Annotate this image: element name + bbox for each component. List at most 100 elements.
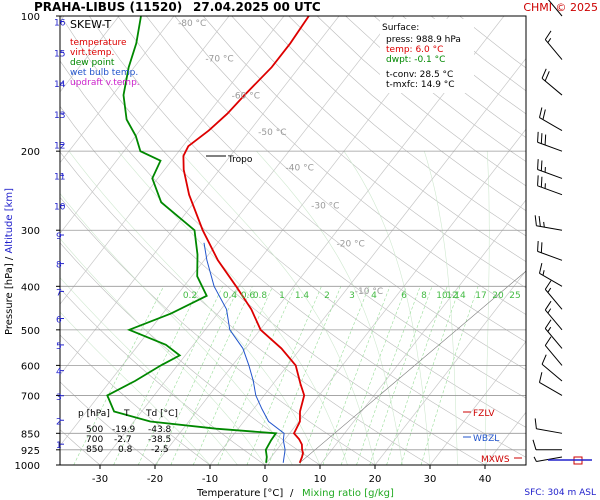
surface-tmxfc: t-mxfc: 14.9 °C [386, 80, 455, 90]
legend-wet-bulb: wet bulb temp. [70, 68, 138, 78]
wind-barb [544, 280, 563, 310]
x-tick-label: 10 [314, 474, 327, 485]
wind-barb [538, 372, 563, 396]
wind-barb [532, 439, 562, 451]
pressure-tick-label: 400 [21, 282, 40, 293]
wind-barb [541, 68, 563, 96]
wind-barbs [532, 0, 592, 465]
isotherm [319, 199, 526, 465]
surface-dwpt: dwpt: -0.1 °C [386, 55, 445, 65]
pressure-tick-label: 600 [21, 361, 40, 372]
dry-adiabat [88, 16, 526, 399]
altitude-tick-label: 16 [54, 19, 66, 29]
isotherm [60, 16, 230, 234]
isotherm [60, 16, 175, 164]
x-axis-title-mix: Mixing ratio [g/kg] [302, 488, 394, 499]
sounding-datetime: 27.04.2025 00 UTC [193, 0, 321, 14]
copyright: CHMI © 2025 [523, 1, 598, 14]
altitude-tick-label: 10 [54, 203, 66, 213]
dry-adiabat [145, 16, 526, 343]
pressure-tick-label: 850 [21, 429, 40, 440]
fzlv-label: FZLV [473, 409, 495, 419]
wind-barb [541, 354, 563, 382]
x-tick-label: -10 [202, 474, 218, 485]
isotherm-label: -80 °C [178, 19, 206, 29]
mixing-ratio-label: 8 [421, 291, 427, 301]
levels-row-700-t: -2.7 [114, 435, 132, 445]
x-tick-label: 30 [424, 474, 437, 485]
station-title: PRAHA-LIBUS (11520) [34, 0, 182, 14]
series-temperature [182, 16, 310, 464]
legend-title: SKEW-T [70, 18, 112, 31]
isotherm [60, 16, 285, 305]
wind-barb [544, 319, 563, 349]
surface-info: Surface: press: 988.9 hPa temp: 6.0 °C d… [380, 19, 474, 93]
wind-barb [534, 215, 563, 231]
dry-adiabat [202, 16, 526, 289]
mixing-ratio-label: 12 [446, 291, 457, 301]
isotherm [60, 16, 340, 376]
plot-frame [59, 15, 527, 466]
wind-barb [534, 418, 563, 434]
isotherm [209, 57, 526, 465]
x-axis-title-temp: Temperature [°C] [196, 488, 283, 499]
levels-row-700-p: 700 [86, 435, 103, 445]
mixing-ratio-label: 2 [324, 291, 330, 301]
x-tick-label: -20 [147, 474, 163, 485]
mxws-label: MXWS [481, 455, 510, 465]
altitude-tick-label: 6 [56, 316, 62, 326]
mixing-ratio-label: 3 [349, 291, 355, 301]
wind-barb [537, 175, 563, 196]
mixing-ratio-line [340, 286, 407, 465]
series-wet-bulb-temp- [203, 242, 286, 463]
levels-header-t: T [123, 409, 130, 419]
altitude-tick-label: 15 [54, 49, 65, 59]
x-axis-title-sep: / [290, 488, 294, 499]
isotherm-label: -40 °C [286, 164, 314, 174]
mixing-ratio-label: 1 [279, 291, 285, 301]
dry-adiabat [231, 16, 526, 263]
wind-barb [537, 159, 563, 179]
altitude-tick-label: 4 [56, 368, 62, 378]
surface-title: Surface: [382, 23, 419, 33]
wind-barb [538, 107, 563, 132]
levels-row-850-t: 0.8 [118, 445, 133, 455]
levels-row-500-td: -43.8 [148, 425, 172, 435]
legend-temperature: temperature [70, 38, 127, 48]
series-layer [106, 16, 310, 464]
altitude-tick-label: 1 [56, 441, 62, 451]
dry-adiabat [60, 16, 526, 428]
tropopause-label: Tropo [227, 155, 253, 165]
pressure-tick-label: 200 [21, 147, 40, 158]
altitude-tick-label: 8 [56, 261, 62, 271]
altitude-tick-label: 2 [56, 417, 62, 427]
dry-adiabat [288, 16, 526, 212]
y-axis-title-altitude-part: Altitude [km] [4, 188, 15, 254]
wind-barb [544, 336, 563, 366]
surface-elevation: SFC: 304 m ASL [524, 488, 596, 498]
wind-barb [544, 300, 563, 331]
levels-row-850-td: -2.5 [151, 445, 169, 455]
mixing-ratio-line [356, 286, 421, 465]
wind-barb [547, 0, 563, 17]
pressure-tick-label: 300 [21, 226, 40, 237]
mixing-ratio-label: 20 [492, 291, 504, 301]
dry-adiabat [174, 16, 526, 315]
isotherm [374, 270, 526, 465]
mixing-ratio-line [322, 286, 391, 465]
isotherm-label: -20 °C [337, 240, 365, 250]
mixing-ratio-label: 4 [371, 291, 377, 301]
altitude-tick-label: 5 [56, 342, 62, 352]
altitude-tick-label: 13 [54, 111, 65, 121]
mixing-ratio-line [299, 286, 370, 465]
mixing-ratio-label: 0.4 [223, 291, 238, 301]
isotherm-label: -30 °C [311, 202, 339, 212]
series-dew-point [106, 16, 278, 463]
isotherm [60, 16, 395, 447]
x-tick-label: 40 [479, 474, 492, 485]
mixing-ratio-label: 1.4 [295, 291, 310, 301]
isotherm-label: -70 °C [205, 55, 233, 65]
altitude-tick-label: 12 [54, 142, 65, 152]
surface-info-box [380, 19, 474, 93]
surface-tconv: t-conv: 28.5 °C [386, 70, 453, 80]
